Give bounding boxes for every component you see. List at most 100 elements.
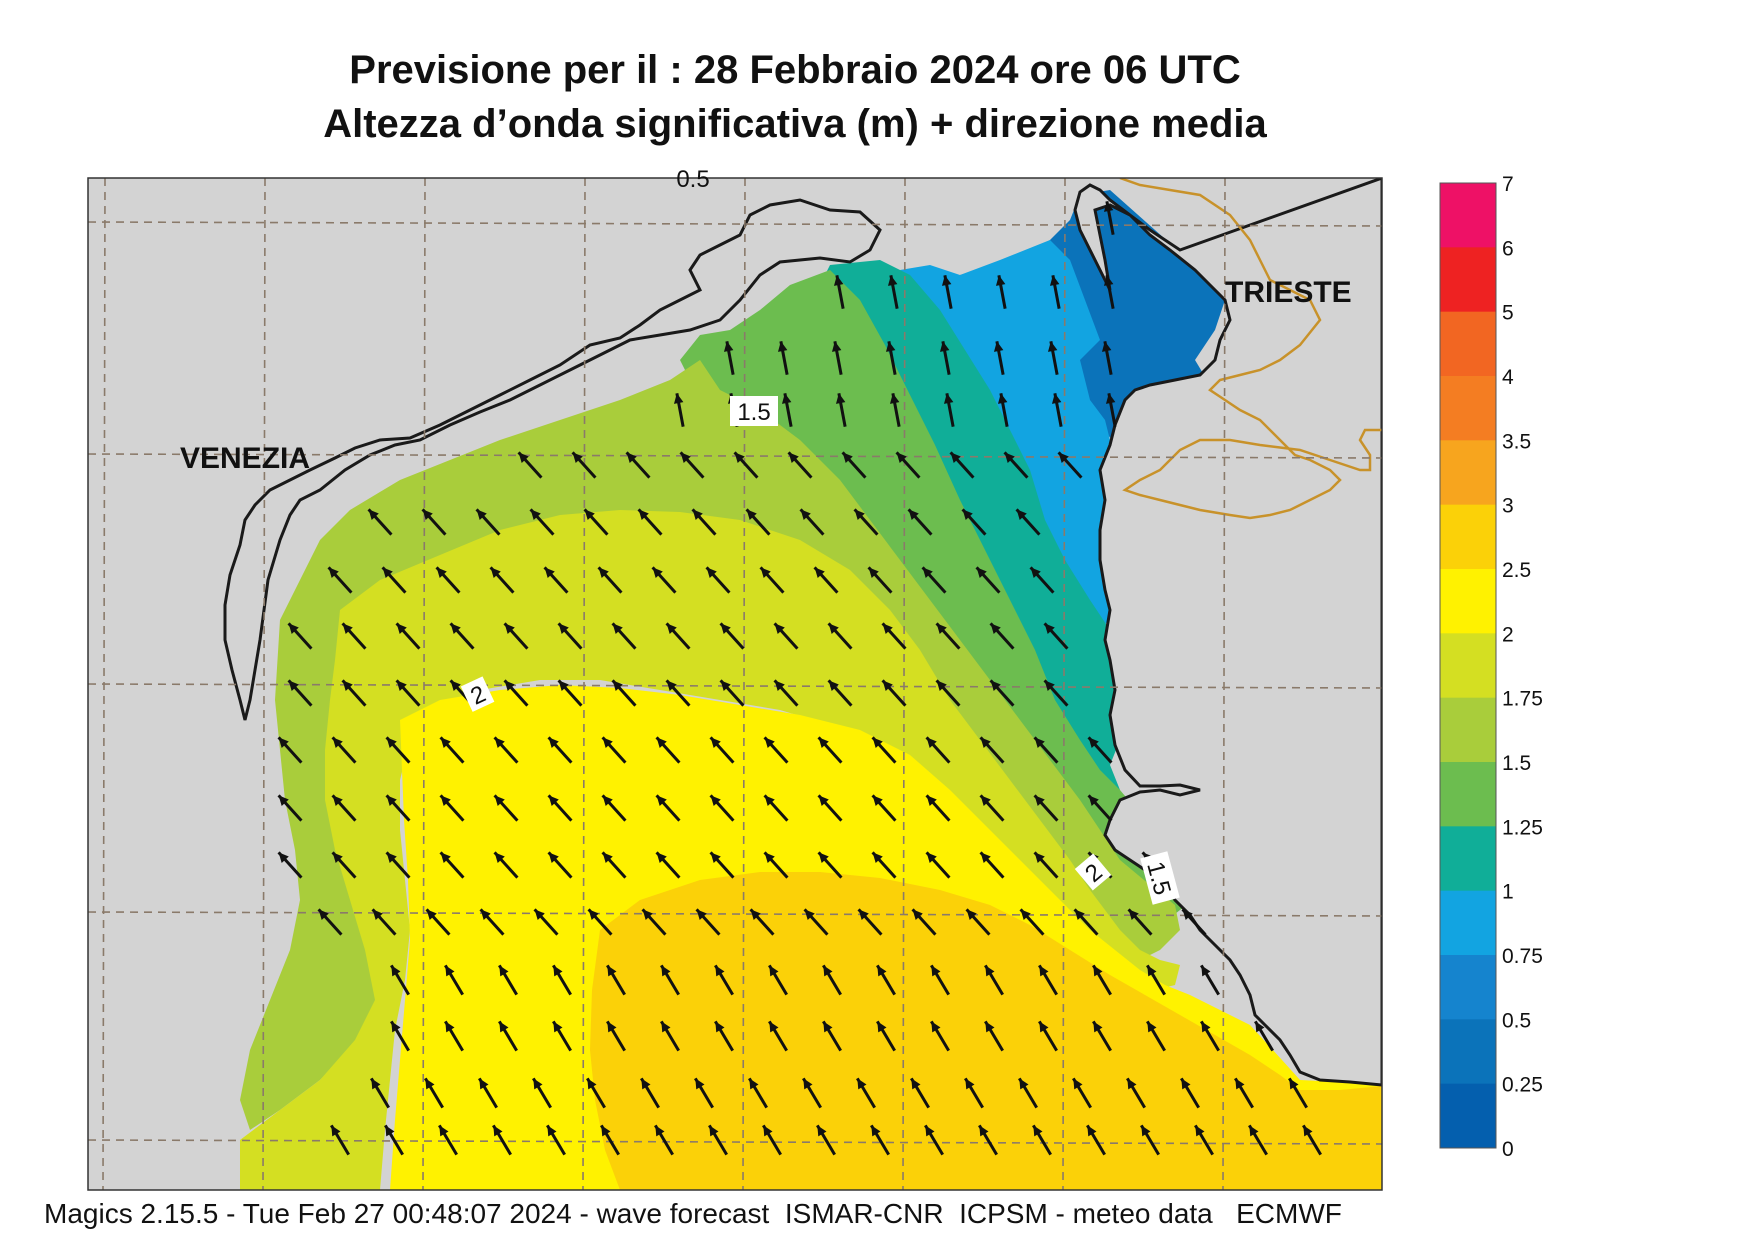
legend-swatch [1440, 890, 1496, 956]
wave-arrow [654, 1124, 674, 1156]
wave-arrow [529, 508, 555, 536]
wave-arrow [773, 679, 799, 707]
wave-arrow [871, 794, 897, 822]
legend-label: 0.75 [1502, 945, 1543, 968]
wave-arrow [723, 341, 735, 375]
wave-arrow [816, 1124, 836, 1156]
wave-arrow [637, 508, 663, 536]
wave-arrow [949, 451, 975, 479]
wave-arrow [601, 736, 627, 764]
wave-arrow [1103, 201, 1115, 235]
wave-arrow [943, 393, 955, 427]
wave-arrow [881, 679, 907, 707]
wave-arrow [989, 679, 1015, 707]
wave-arrow [930, 964, 950, 996]
wave-arrow [1140, 1124, 1160, 1156]
wave-arrow [395, 679, 421, 707]
wave-arrow [277, 736, 303, 764]
map-frame [87, 177, 1383, 1191]
wave-arrow [827, 622, 853, 650]
wave-arrow [1254, 1020, 1274, 1052]
wave-arrow [989, 622, 1015, 650]
wave-arrow [1200, 964, 1220, 996]
wave-arrow [1146, 1020, 1166, 1052]
wave-arrow [759, 566, 785, 594]
wave-arrow [287, 622, 313, 650]
wave-arrow [1018, 1077, 1038, 1109]
wave-arrow [367, 508, 393, 536]
wave-arrow [665, 622, 691, 650]
wave-arrow [1049, 275, 1061, 309]
wave-arrow [655, 794, 681, 822]
wave-arrow [277, 794, 303, 822]
wave-arrow [385, 851, 411, 879]
wave-arrow [781, 393, 793, 427]
wave-arrow [935, 622, 961, 650]
sea-band-2.5-3 [590, 872, 1382, 1190]
wave-arrow [979, 794, 1005, 822]
wave-arrow [492, 1124, 512, 1156]
wave-arrow [921, 566, 947, 594]
wave-arrow [925, 851, 951, 879]
wave-arrow [341, 622, 367, 650]
wave-arrow [493, 794, 519, 822]
wave-arrow [876, 964, 896, 996]
wave-arrow [606, 1020, 626, 1052]
wave-arrow [831, 341, 843, 375]
wave-arrow [709, 794, 735, 822]
wave-arrow [1029, 566, 1055, 594]
wave-arrow [714, 964, 734, 996]
legend-label: 1.25 [1502, 816, 1543, 839]
wave-arrow [655, 851, 681, 879]
svg-text:1.5: 1.5 [737, 399, 770, 426]
wave-arrow [587, 908, 613, 936]
wave-arrow [1033, 736, 1059, 764]
legend-swatch [1440, 247, 1496, 313]
wave-arrow [503, 679, 529, 707]
wave-arrow [997, 393, 1009, 427]
wave-arrow [925, 794, 951, 822]
wave-arrow [885, 341, 897, 375]
wave-arrow [655, 736, 681, 764]
wave-arrow [557, 679, 583, 707]
wave-arrow [425, 908, 451, 936]
wave-arrow [1019, 908, 1045, 936]
legend-swatch [1440, 311, 1496, 377]
wave-arrow [611, 622, 637, 650]
wave-arrow [876, 1020, 896, 1052]
national-border [1119, 178, 1382, 520]
legend-label: 7 [1502, 173, 1514, 196]
wave-arrow [979, 736, 1005, 764]
wave-arrow [444, 1020, 464, 1052]
wave-arrow [493, 851, 519, 879]
wave-arrow [381, 566, 407, 594]
wave-arrow [907, 508, 933, 536]
wave-arrow [1127, 908, 1153, 936]
legend-label: 0.5 [1502, 1009, 1531, 1032]
legend-label: 2.5 [1502, 559, 1531, 582]
wave-arrow [651, 566, 677, 594]
wave-arrow [517, 451, 543, 479]
legend-label: 1.75 [1502, 688, 1543, 711]
wave-arrow [694, 1077, 714, 1109]
wave-arrow [708, 1124, 728, 1156]
wave-arrow [1038, 1020, 1058, 1052]
wave-arrow [1086, 1124, 1106, 1156]
wave-arrow [493, 736, 519, 764]
wave-arrow [802, 1077, 822, 1109]
wave-arrow [887, 275, 899, 309]
wave-arrow [924, 1124, 944, 1156]
wave-arrow [799, 508, 825, 536]
wave-arrow [478, 1077, 498, 1109]
wave-arrow [503, 622, 529, 650]
wave-arrow [317, 908, 343, 936]
legend-label: 3 [1502, 495, 1514, 518]
wave-arrow [853, 508, 879, 536]
wave-arrow [979, 851, 1005, 879]
wave-arrow [867, 566, 893, 594]
wave-arrow [841, 451, 867, 479]
wave-arrow [444, 964, 464, 996]
wave-arrow [390, 964, 410, 996]
wave-arrow [586, 1077, 606, 1109]
wave-arrow [611, 679, 637, 707]
